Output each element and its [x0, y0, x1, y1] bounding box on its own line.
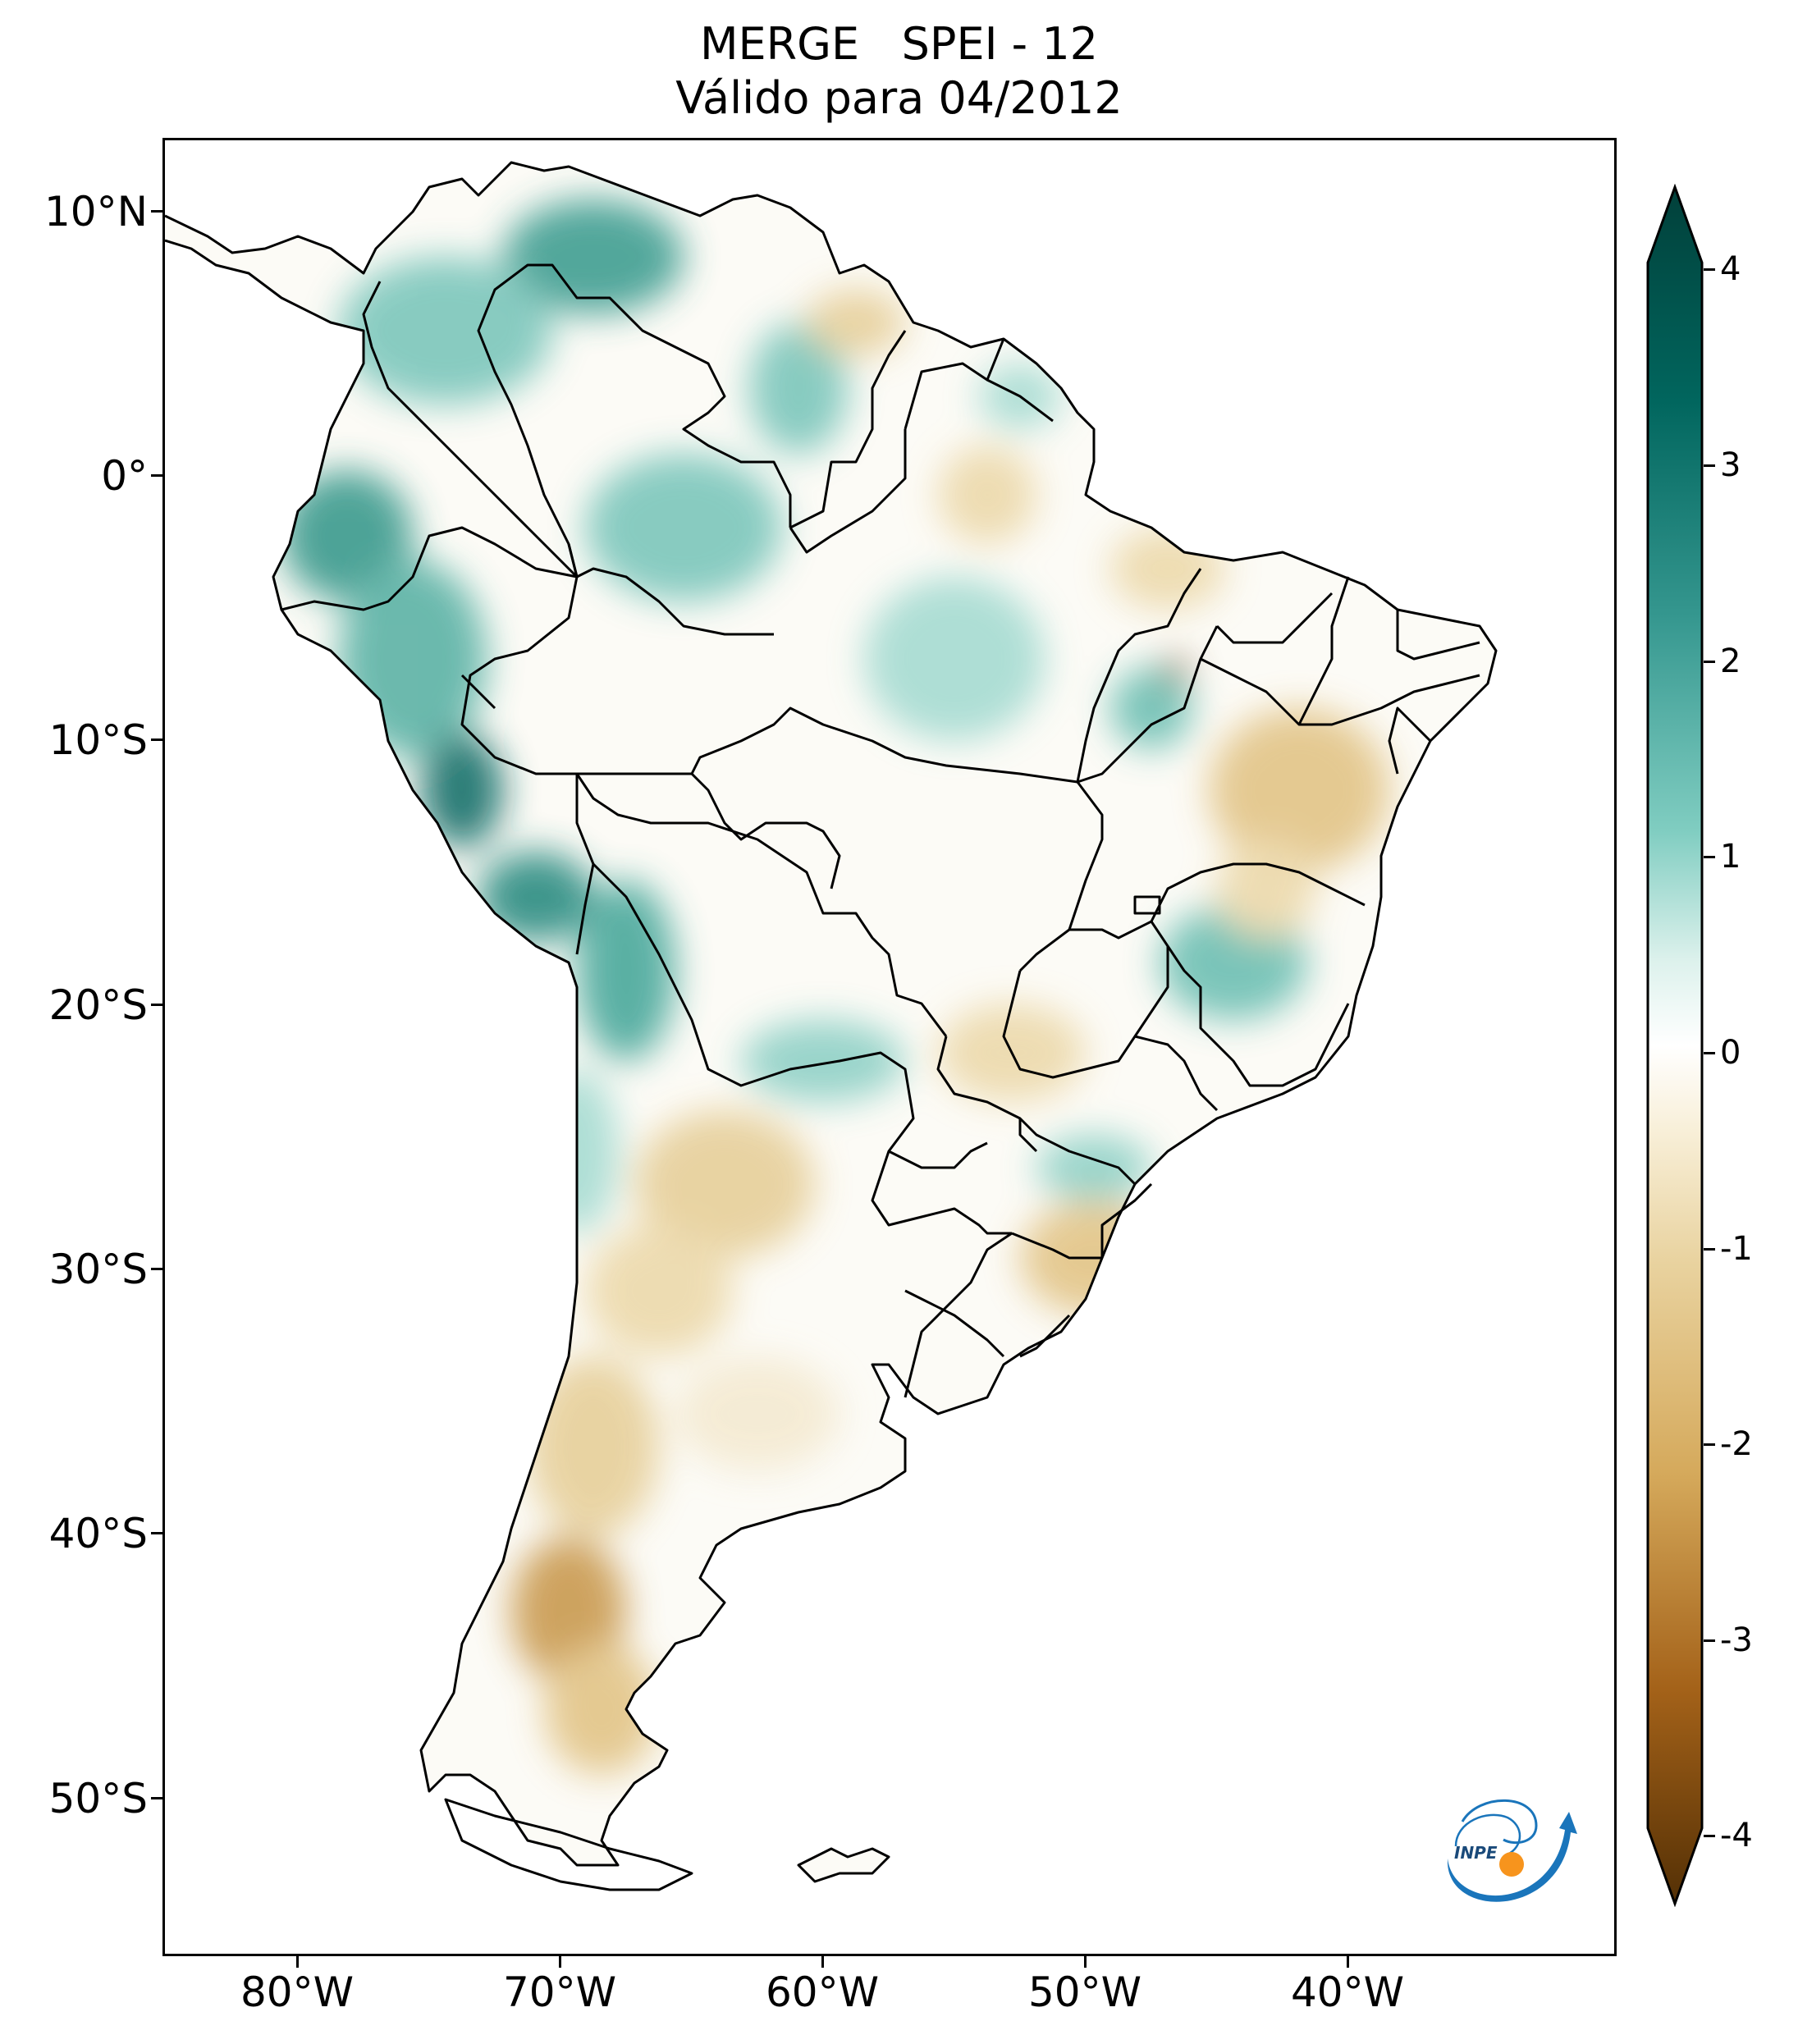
map-subtitle: Válido para 04/2012	[675, 72, 1123, 124]
cb-label-3: 3	[1720, 446, 1741, 484]
cb-label-4: 4	[1720, 250, 1741, 288]
south-america-map	[165, 161, 1498, 1891]
cb-tick-1	[1704, 856, 1715, 858]
cb-tick-4	[1704, 268, 1715, 271]
country-borders	[165, 161, 1498, 1891]
cb-label-minus-2: -2	[1720, 1425, 1753, 1463]
lat-tick-30s	[151, 1268, 162, 1270]
lat-label-40s: 40°S	[48, 1510, 148, 1557]
cb-tick-0	[1704, 1052, 1715, 1054]
lon-tick-80w	[296, 1956, 299, 1968]
lon-label-80w: 80°W	[240, 1969, 355, 2016]
lon-label-70w: 70°W	[502, 1969, 617, 2016]
lon-tick-70w	[559, 1956, 561, 1968]
lat-tick-40s	[151, 1532, 162, 1534]
lon-tick-60w	[821, 1956, 824, 1968]
cb-tick-3	[1704, 464, 1715, 467]
lat-label-0: 0°	[101, 452, 148, 500]
lon-label-40w: 40°W	[1290, 1969, 1405, 2016]
inpe-logo: INPE	[1447, 1799, 1577, 1902]
cb-label-0: 0	[1720, 1034, 1741, 1072]
cb-tick-minus-3	[1704, 1639, 1715, 1642]
cb-label-minus-4: -4	[1720, 1817, 1753, 1854]
lat-label-50s: 50°S	[48, 1775, 148, 1822]
lon-tick-40w	[1347, 1956, 1349, 1968]
lat-tick-0	[151, 474, 162, 477]
lat-label-10n: 10°N	[43, 188, 148, 235]
lon-label-50w: 50°W	[1027, 1969, 1142, 2016]
lat-tick-10s	[151, 738, 162, 741]
logo-text: INPE	[1454, 1843, 1498, 1863]
map-area	[162, 138, 1617, 1956]
lat-label-20s: 20°S	[48, 981, 148, 1029]
colorbar-gradient	[1646, 184, 1704, 1907]
cb-tick-2	[1704, 661, 1715, 663]
cb-tick-minus-1	[1704, 1248, 1715, 1251]
colorbar	[1646, 184, 1704, 1907]
map-title: MERGE SPEI - 12	[699, 18, 1099, 70]
lat-tick-10n	[151, 210, 162, 213]
cb-label-1: 1	[1720, 838, 1741, 876]
lat-tick-20s	[151, 1004, 162, 1006]
lon-label-60w: 60°W	[765, 1969, 880, 2016]
cb-tick-minus-4	[1704, 1835, 1715, 1837]
cb-label-minus-1: -1	[1720, 1230, 1753, 1268]
lat-label-10s: 10°S	[48, 716, 148, 764]
lon-tick-50w	[1084, 1956, 1087, 1968]
cb-label-2: 2	[1720, 642, 1741, 680]
cb-tick-minus-2	[1704, 1443, 1715, 1446]
cb-label-minus-3: -3	[1720, 1621, 1753, 1659]
lat-label-30s: 30°S	[48, 1246, 148, 1293]
lat-tick-50s	[151, 1797, 162, 1799]
